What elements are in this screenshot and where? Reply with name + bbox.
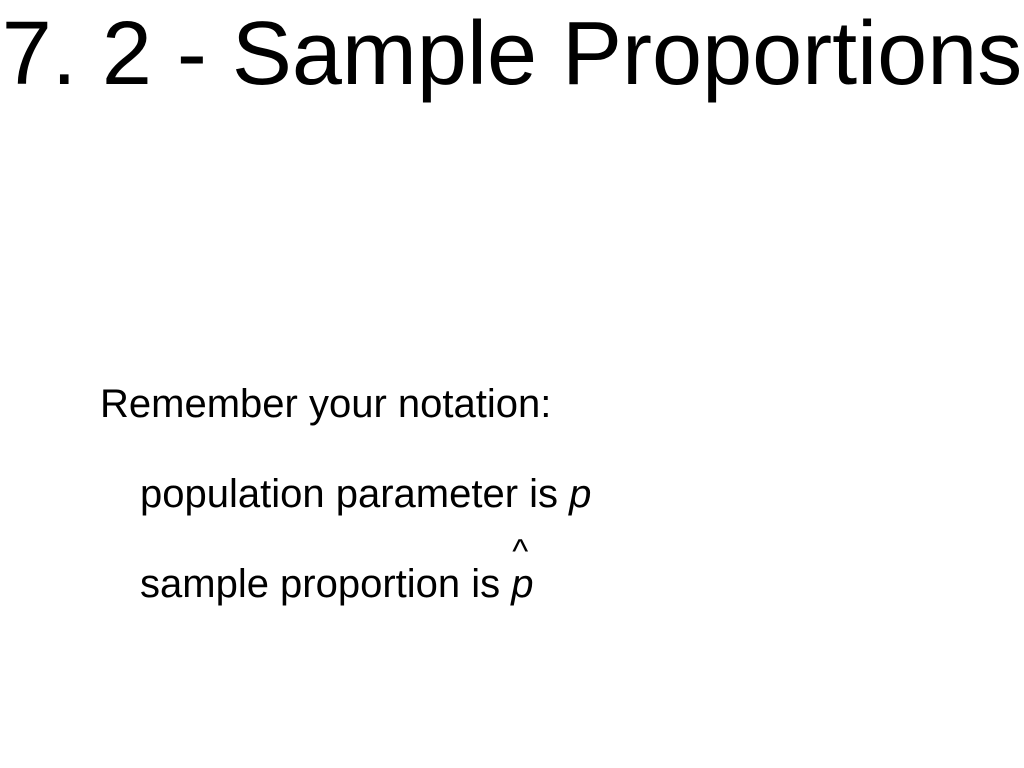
sample-prefix: sample proportion is xyxy=(140,562,511,606)
population-symbol: p xyxy=(569,472,591,516)
population-line: population parameter is p xyxy=(140,470,591,518)
title-text: 7. 2 - Sample Proportions xyxy=(2,4,1023,104)
sample-line: sample proportion is ^p xyxy=(140,560,534,608)
population-prefix: population parameter is xyxy=(140,472,569,516)
hat-symbol: ^ xyxy=(512,532,528,573)
notation-intro: Remember your notation: xyxy=(100,380,551,428)
slide-title: 7. 2 - Sample Proportions xyxy=(0,4,1024,105)
p-hat: ^p xyxy=(511,560,533,608)
slide: 7. 2 - Sample Proportions Remember your … xyxy=(0,0,1024,768)
intro-text: Remember your notation: xyxy=(100,382,551,426)
